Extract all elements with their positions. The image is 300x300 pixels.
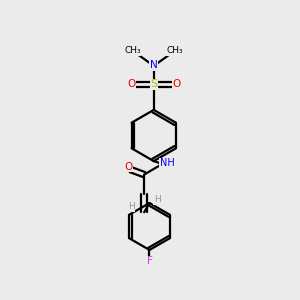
Text: N: N xyxy=(150,60,158,70)
Text: H: H xyxy=(154,195,161,204)
Text: CH₃: CH₃ xyxy=(124,46,141,56)
Text: H: H xyxy=(128,202,134,211)
Text: O: O xyxy=(127,79,135,89)
Text: O: O xyxy=(124,162,133,172)
Text: F: F xyxy=(146,256,152,266)
Text: NH: NH xyxy=(160,158,175,168)
Text: O: O xyxy=(172,79,181,89)
Text: CH₃: CH₃ xyxy=(167,46,183,56)
Text: S: S xyxy=(150,79,157,89)
